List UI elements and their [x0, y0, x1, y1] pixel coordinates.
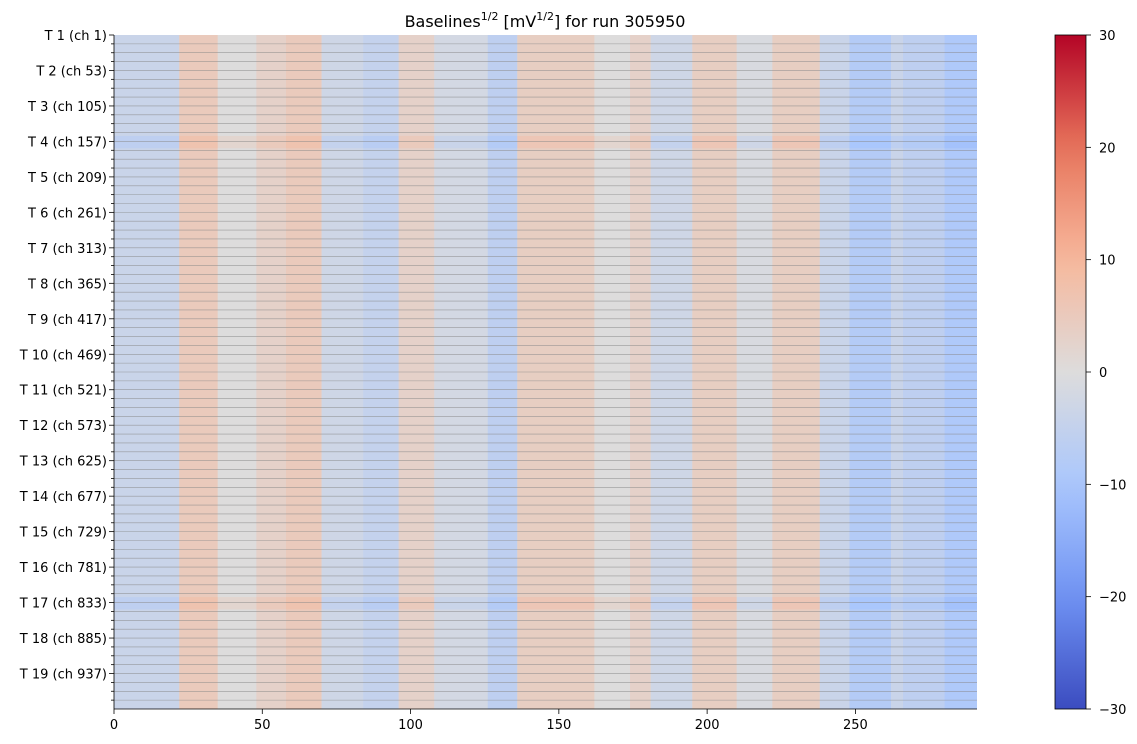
colorbar-tick-label: 10 [1099, 254, 1116, 269]
highlight-row-1-band-5 [321, 597, 364, 610]
y-tick-label: T 1 (ch 1) [44, 29, 107, 44]
highlight-row-0-band-20 [902, 135, 945, 149]
highlight-row-0-band-18 [849, 135, 891, 149]
title-prefix: Baselines [405, 12, 481, 31]
y-tick-label: T 5 (ch 209) [27, 171, 107, 186]
y-tick-label: T 11 (ch 521) [19, 384, 107, 399]
highlight-row-1-band-6 [363, 597, 399, 610]
x-tick-label: 50 [254, 718, 271, 733]
colorbar: −30 −20 −10 0 10 20 30 [1054, 29, 1126, 718]
title-middle: [mV [498, 12, 536, 31]
highlight-row-1-band-11 [594, 597, 631, 610]
y-tick-label: T 12 (ch 573) [19, 419, 107, 434]
highlight-row-1-band-14 [692, 597, 737, 610]
highlight-row-0-band-9 [487, 135, 518, 149]
x-tick-label: 100 [398, 718, 423, 733]
y-tick-label: T 14 (ch 677) [19, 490, 107, 505]
highlight-row-0-band-16 [772, 135, 820, 149]
highlight-row-0-band-7 [398, 135, 435, 149]
highlight-row-0-band-14 [692, 135, 737, 149]
highlight-row-0-band-15 [736, 135, 773, 149]
highlight-row-1-band-8 [434, 597, 488, 610]
highlight-row-0-band-4 [286, 135, 322, 149]
row-gridlines [114, 43, 977, 701]
highlight-row-1-band-0 [114, 597, 180, 610]
highlight-row-0-band-8 [434, 135, 488, 149]
highlight-row-1-band-19 [890, 597, 903, 610]
highlight-row-0-band-2 [217, 135, 257, 149]
y-tick-label: T 18 (ch 885) [19, 632, 107, 647]
highlight-row-1-band-9 [487, 597, 518, 610]
highlight-row-0-band-17 [819, 135, 850, 149]
highlight-row-1-band-12 [630, 597, 651, 610]
colorbar-tick-label: −20 [1099, 591, 1126, 606]
colorbar-tick-label: 30 [1099, 29, 1116, 44]
highlight-row-0-band-13 [650, 135, 693, 149]
title-prefix-sup: 1/2 [481, 10, 499, 23]
highlight-row-1-band-13 [650, 597, 693, 610]
x-tick-label: 200 [695, 718, 720, 733]
y-tick-label: T 8 (ch 365) [27, 277, 107, 292]
x-tick-label: 250 [843, 718, 868, 733]
x-tick-label: 0 [110, 718, 118, 733]
title-middle-sup: 1/2 [536, 10, 554, 23]
highlight-row-0-band-11 [594, 135, 631, 149]
highlight-row-0-band-12 [630, 135, 651, 149]
y-tick-label: T 19 (ch 937) [19, 668, 107, 683]
highlight-row-0-band-0 [114, 135, 180, 149]
y-tick-label: T 16 (ch 781) [19, 561, 107, 576]
title-suffix: ] for run 305950 [554, 12, 685, 31]
y-tick-label: T 6 (ch 261) [27, 206, 107, 221]
y-axis: T 1 (ch 1) T 2 (ch 53) T 3 (ch 105) T 4 (ch… [19, 29, 115, 709]
highlight-row-1-band-10 [517, 597, 595, 610]
y-tick-label: T 3 (ch 105) [27, 100, 107, 115]
y-tick-label: T 13 (ch 625) [19, 455, 107, 470]
chart-title: Baselines1/2 [mV1/2] for run 305950 [405, 10, 686, 31]
y-tick-label: T 2 (ch 53) [35, 64, 107, 79]
colorbar-tick-label: 20 [1099, 141, 1116, 156]
highlight-row-0-band-10 [517, 135, 595, 149]
y-tick-label: T 9 (ch 417) [27, 313, 107, 328]
y-tick-label: T 4 (ch 157) [27, 135, 107, 150]
colorbar-tick-label: −10 [1099, 478, 1126, 493]
colorbar-tick-label: −30 [1099, 703, 1126, 718]
colorbar-tick-label: 0 [1099, 366, 1107, 381]
highlight-row-1-band-17 [819, 597, 850, 610]
y-tick-label: T 17 (ch 833) [19, 597, 107, 612]
y-tick-label: T 15 (ch 729) [19, 526, 107, 541]
highlight-row-1-band-16 [772, 597, 820, 610]
colorbar-gradient [1054, 34, 1087, 710]
highlight-row-1-band-3 [256, 597, 287, 610]
highlight-row-0-band-21 [944, 135, 977, 149]
y-tick-label: T 10 (ch 469) [19, 348, 107, 363]
highlight-row-1-band-15 [736, 597, 773, 610]
highlight-row-1-band-21 [944, 597, 977, 610]
highlight-row-1-band-2 [217, 597, 257, 610]
highlight-row-1-band-4 [286, 597, 322, 610]
y-tick-label: T 7 (ch 313) [27, 242, 107, 257]
highlight-row-1-band-1 [179, 597, 218, 610]
highlight-row-0-band-6 [363, 135, 399, 149]
highlight-row-0-band-1 [179, 135, 218, 149]
x-tick-label: 150 [546, 718, 571, 733]
highlight-row-1-band-7 [398, 597, 435, 610]
highlight-row-0-band-19 [890, 135, 903, 149]
highlight-row-0-band-3 [256, 135, 287, 149]
highlight-row-1-band-18 [849, 597, 891, 610]
highlight-row-0-band-5 [321, 135, 364, 149]
x-axis: 0 50 100 150 200 250 [110, 708, 977, 733]
highlight-row-1-band-20 [902, 597, 945, 610]
